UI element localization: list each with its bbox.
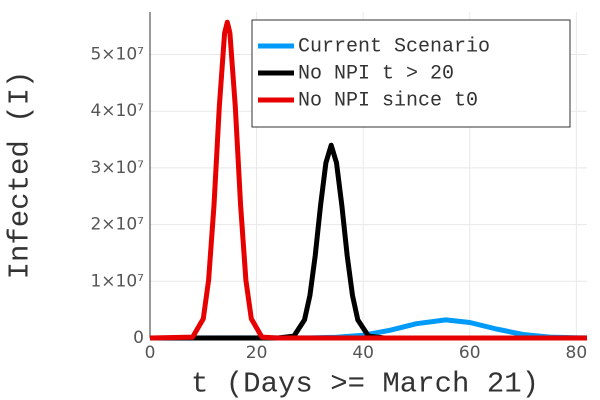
x-tick-label: 20	[246, 343, 268, 363]
legend-label: No NPI since t0	[298, 89, 478, 112]
x-tick-label: 0	[145, 343, 156, 363]
x-tick-label: 60	[459, 343, 481, 363]
y-tick-label: 0	[133, 328, 144, 348]
y-tick-label: 5×10⁷	[90, 45, 144, 65]
x-tick-label: 80	[566, 343, 588, 363]
x-axis-label: t (Days >= March 21)	[191, 368, 539, 400]
y-tick-label: 4×10⁷	[90, 101, 144, 121]
legend-label: Current Scenario	[298, 35, 490, 58]
legend-label: No NPI t > 20	[298, 62, 454, 85]
x-tick-label: 40	[352, 343, 374, 363]
series-line	[150, 142, 587, 341]
y-tick-label: 2×10⁷	[90, 215, 144, 235]
series-line	[149, 19, 587, 341]
y-tick-label: 1×10⁷	[90, 271, 144, 291]
y-axis-label: Infected (I)	[4, 71, 37, 280]
legend-box	[251, 19, 571, 128]
y-tick-label: 3×10⁷	[90, 158, 144, 178]
